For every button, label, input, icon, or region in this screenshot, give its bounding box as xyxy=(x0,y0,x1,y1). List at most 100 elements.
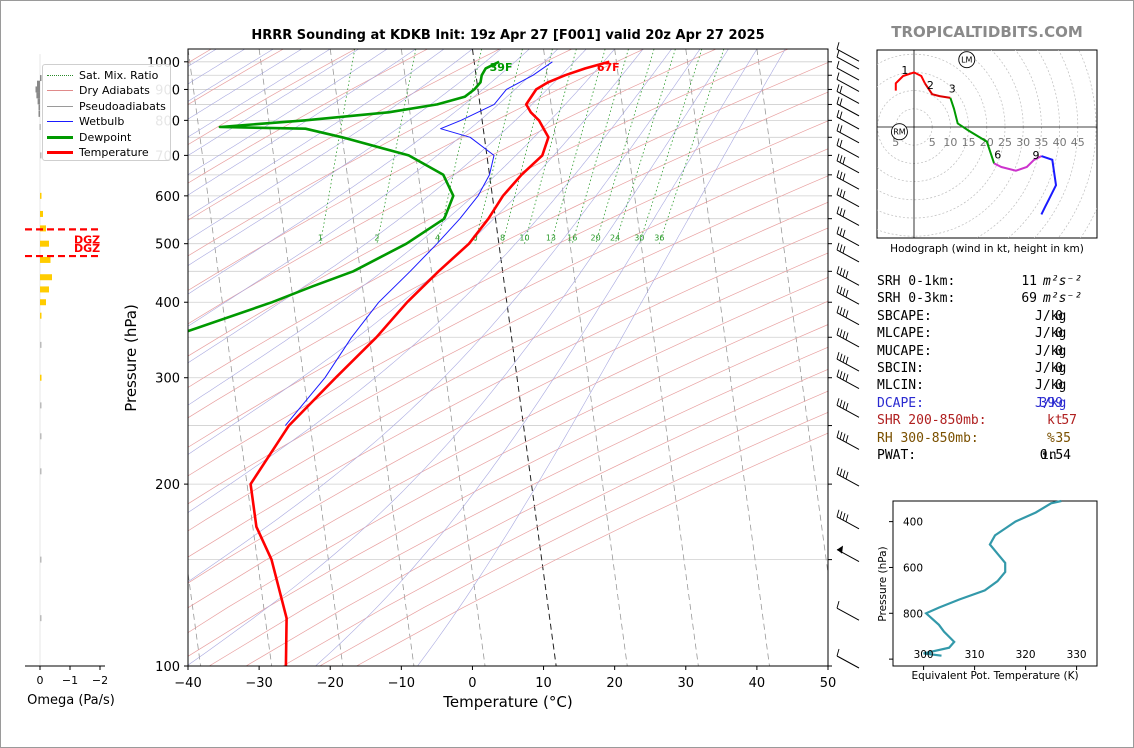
skew-t-panel: 1 2 4 6 8 10 13 16 20 24 30 36−40 −30 −20 −10 0 10 20 30 40… xyxy=(122,48,836,711)
index-row: MLCIN: 0 J/kg xyxy=(877,377,1117,394)
index-row: SHR 200-850mb: 57 kt xyxy=(877,412,1117,429)
barb-feather xyxy=(836,49,840,58)
legend-label: Wetbulb xyxy=(79,115,125,128)
legend-swatch xyxy=(47,151,73,154)
x-axis-label: Temperature (°C) xyxy=(442,693,572,711)
barb-feather xyxy=(836,430,840,438)
legend-label: Dry Adiabats xyxy=(79,84,150,97)
mixing-ratio-label: 2 xyxy=(374,234,379,243)
omega-bar xyxy=(40,240,49,247)
barb-feather xyxy=(836,42,840,50)
theta-e-y-tick-label: 800 xyxy=(903,608,923,620)
hodograph-trace xyxy=(993,155,1042,172)
omega-bar xyxy=(40,192,42,199)
legend-label: Sat. Mix. Ratio xyxy=(79,68,159,82)
dry-adiabat xyxy=(188,148,828,477)
wind-barb xyxy=(836,285,860,305)
barb-feather xyxy=(836,206,840,214)
barb-feather xyxy=(842,470,846,478)
barb-staff xyxy=(836,194,860,208)
legend-swatch xyxy=(47,135,73,139)
omega-bar xyxy=(40,615,42,622)
index-value: 0.54 xyxy=(1039,447,1071,463)
omega-bar xyxy=(40,75,42,82)
index-unit: J/kg xyxy=(1035,326,1067,342)
barb-feather xyxy=(845,289,849,298)
theta-e-x-tick-label: 310 xyxy=(965,649,985,661)
surface-temp-label: 67F xyxy=(597,61,620,74)
y-tick-label: 200 xyxy=(155,478,180,493)
isotherm xyxy=(471,49,557,666)
index-label: SBCAPE: xyxy=(877,308,932,324)
mixing-ratio-line xyxy=(614,49,676,244)
temperature-line xyxy=(249,60,610,666)
pseudoadiabat xyxy=(188,49,388,176)
index-row: MLCAPE: 0 J/kg xyxy=(877,325,1117,342)
index-unit: J/kg xyxy=(1035,308,1067,324)
hodograph-ring-label: 40 xyxy=(1053,136,1067,149)
barb-feather xyxy=(845,374,849,382)
legend-swatch xyxy=(47,90,73,91)
mixing-ratio-line xyxy=(437,49,483,244)
dry-adiabat xyxy=(188,227,828,558)
wind-barb xyxy=(836,109,860,130)
pseudoadiabat xyxy=(188,49,416,196)
pseudoadiabat xyxy=(188,49,587,364)
mixing-ratio-line xyxy=(658,49,725,244)
barb-feather xyxy=(836,648,840,657)
omega-bar xyxy=(40,374,42,381)
wind-barb xyxy=(836,84,860,104)
x-tick-label: −20 xyxy=(317,676,344,691)
y-axis-label: Pressure (hPa) xyxy=(122,304,140,412)
barb-feather xyxy=(836,153,840,161)
hodograph-height-label: 9 xyxy=(1032,149,1039,162)
mixing-ratio-label: 13 xyxy=(546,234,556,243)
dry-adiabat xyxy=(188,49,428,184)
x-tick-label: 10 xyxy=(535,676,552,691)
barb-feather xyxy=(839,207,843,216)
hodograph-ring-label: 15 xyxy=(962,136,976,149)
legend-item: Pseudoadiabats xyxy=(47,99,166,113)
hodograph-ring-label: 10 xyxy=(943,136,957,149)
mixing-ratio-line xyxy=(638,49,703,244)
barb-feather xyxy=(836,72,840,80)
barb-feather xyxy=(836,466,840,475)
mixing-ratio-label: 30 xyxy=(634,234,644,243)
pseudoadiabat xyxy=(417,49,786,666)
mixing-ratio-label: 6 xyxy=(472,234,477,243)
barb-staff xyxy=(836,130,860,144)
storm-motion-label: LM xyxy=(961,56,972,65)
barb-staff xyxy=(836,56,860,70)
pseudoadiabat xyxy=(188,49,302,120)
wind-barb xyxy=(836,466,860,487)
hodograph-ring-label: 25 xyxy=(998,136,1012,149)
barb-feather xyxy=(836,96,840,104)
mixing-ratio-label: 24 xyxy=(610,234,620,243)
barb-staff xyxy=(836,334,860,348)
mixing-ratio-label: 1 xyxy=(318,234,323,243)
wind-barb xyxy=(836,430,860,450)
isotherm xyxy=(614,49,699,666)
index-unit: J/kg xyxy=(1035,378,1067,394)
mixing-ratio-label: 8 xyxy=(500,234,505,243)
barb-feather xyxy=(842,330,846,339)
omega-bar xyxy=(39,123,41,130)
y-tick-label: 100 xyxy=(155,660,180,675)
barb-feather xyxy=(836,305,840,313)
barb-feather xyxy=(836,285,840,293)
barb-feather xyxy=(842,372,846,380)
pseudoadiabat xyxy=(188,49,644,455)
barb-feather xyxy=(842,308,846,317)
barb-feather xyxy=(839,307,843,315)
pseudoadiabat xyxy=(188,49,274,102)
storm-motion-label: RM xyxy=(893,128,906,137)
x-tick-label: 30 xyxy=(678,676,695,691)
barb-staff xyxy=(836,116,860,130)
barb-staff xyxy=(836,473,860,487)
pseudoadiabat xyxy=(188,49,359,156)
wetbulb-line xyxy=(284,61,553,426)
wind-barb xyxy=(836,170,860,190)
